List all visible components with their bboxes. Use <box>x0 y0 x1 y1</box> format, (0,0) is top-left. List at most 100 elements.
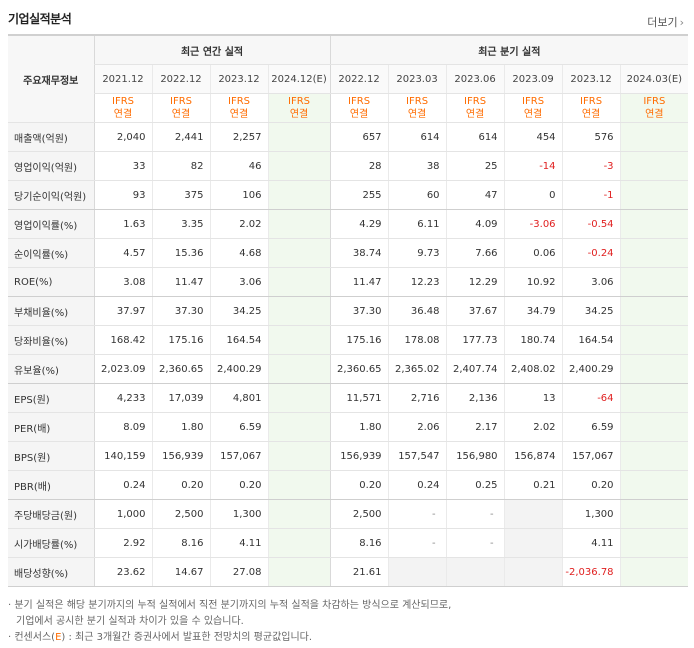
table-cell <box>267 209 331 239</box>
table-cell: 3.35 <box>151 209 210 239</box>
table-cell: 13 <box>503 383 563 413</box>
table-cell: 2,716 <box>387 383 447 413</box>
row-label: 배당성향(%) <box>8 557 94 587</box>
ifrs-label: IFRS 연결 <box>503 93 563 123</box>
table-cell: 37.30 <box>151 296 210 326</box>
table-cell <box>267 499 331 529</box>
row-label: 당좌비율(%) <box>8 325 94 355</box>
table-cell: 4,801 <box>209 383 268 413</box>
financial-table: 주요재무정보 최근 연간 실적 최근 분기 실적 2021.12 2022.12 2… <box>8 34 689 587</box>
table-cell: -0.24 <box>561 238 621 268</box>
table-row: 영업이익(억원) 33 82 46 28 38 25 -14 -3 <box>8 151 689 181</box>
period-header: 2022.12 <box>329 64 389 94</box>
table-cell: 454 <box>503 122 563 152</box>
table-cell: 2,407.74 <box>445 354 505 384</box>
ifrs-label: IFRS 연결 <box>445 93 505 123</box>
table-cell: -2,036.78 <box>561 557 621 587</box>
table-cell: 255 <box>329 180 389 210</box>
table-cell: 2,500 <box>329 499 389 529</box>
table-cell: 21.61 <box>329 557 389 587</box>
table-cell: 60 <box>387 180 447 210</box>
table-cell: 106 <box>209 180 268 210</box>
table-cell: 0.20 <box>329 470 389 500</box>
table-cell: -0.54 <box>561 209 621 239</box>
ifrs-label: IFRS 연결 <box>387 93 447 123</box>
table-cell: 0.06 <box>503 238 563 268</box>
table-cell: 10.92 <box>503 267 563 297</box>
table-cell <box>267 354 331 384</box>
table-cell: 157,067 <box>561 441 621 471</box>
table-cell: 375 <box>151 180 210 210</box>
ifrs-label: IFRS 연결 <box>151 93 210 123</box>
table-cell <box>267 441 331 471</box>
row-label: 영업이익(억원) <box>8 151 94 181</box>
table-cell: 9.73 <box>387 238 447 268</box>
section-title: 기업실적분석 <box>8 12 72 26</box>
table-cell <box>267 557 331 587</box>
table-cell: 3.06 <box>209 267 268 297</box>
row-label: PBR(배) <box>8 470 94 500</box>
ifrs-label: IFRS 연결 <box>329 93 389 123</box>
table-cell: 2,360.65 <box>329 354 389 384</box>
table-cell <box>267 383 331 413</box>
row-label: 주당배당금(원) <box>8 499 94 529</box>
footnotes: · 분기 실적은 해당 분기까지의 누적 실적에서 직전 분기까지의 누적 실적… <box>8 598 451 646</box>
ifrs-label: IFRS 연결 <box>209 93 268 123</box>
row-label: 부채비율(%) <box>8 296 94 326</box>
table-cell: 2,360.65 <box>151 354 210 384</box>
table-row: 유보율(%) 2,023.09 2,360.65 2,400.29 2,360.65 2,… <box>8 354 689 384</box>
period-header: 2024.12(E) <box>267 64 331 94</box>
table-cell: 0.20 <box>561 470 621 500</box>
table-row: PER(배) 8.09 1.80 6.59 1.80 2.06 2.17 2.02 6.59 <box>8 412 689 442</box>
table-cell: - <box>445 528 505 558</box>
table-cell: 6.11 <box>387 209 447 239</box>
row-label: 순이익률(%) <box>8 238 94 268</box>
table-cell: 1.80 <box>329 412 389 442</box>
table-cell: 576 <box>561 122 621 152</box>
table-cell: 156,980 <box>445 441 505 471</box>
table-row: 배당성향(%) 23.62 14.67 27.08 21.61 -2,036.78 <box>8 557 689 587</box>
chevron-right-icon: › <box>679 16 684 29</box>
table-cell: 4,233 <box>93 383 152 413</box>
table-row: EPS(원) 4,233 17,039 4,801 11,571 2,716 2,136 13… <box>8 383 689 413</box>
table-cell <box>619 412 689 442</box>
table-cell <box>503 557 563 587</box>
table-cell <box>619 470 689 500</box>
table-cell: 33 <box>93 151 152 181</box>
table-cell: 23.62 <box>93 557 152 587</box>
table-cell: 0.20 <box>151 470 210 500</box>
table-cell: 2,441 <box>151 122 210 152</box>
table-cell <box>503 499 563 529</box>
table-cell <box>267 412 331 442</box>
table-cell: 28 <box>329 151 389 181</box>
table-cell: 2.92 <box>93 528 152 558</box>
table-cell: 2,400.29 <box>209 354 268 384</box>
table-cell: 0.25 <box>445 470 505 500</box>
table-cell: 37.67 <box>445 296 505 326</box>
table-cell: 2.02 <box>209 209 268 239</box>
table-cell <box>267 238 331 268</box>
table-cell: 0.24 <box>387 470 447 500</box>
table-cell: 3.06 <box>561 267 621 297</box>
table-cell: 614 <box>387 122 447 152</box>
table-cell <box>619 296 689 326</box>
table-cell: 27.08 <box>209 557 268 587</box>
table-cell <box>619 499 689 529</box>
table-cell: 8.16 <box>151 528 210 558</box>
table-row: 시가배당률(%) 2.92 8.16 4.11 8.16- -4.11 <box>8 528 689 558</box>
row-label: BPS(원) <box>8 441 94 471</box>
table-cell: 8.16 <box>329 528 389 558</box>
note-line-2: 기업에서 공시한 분기 실적과 차이가 있을 수 있습니다. <box>16 616 244 627</box>
table-cell: 2,136 <box>445 383 505 413</box>
table-row: 당좌비율(%) 168.42 175.16 164.54 175.16 178.08 177… <box>8 325 689 355</box>
table-cell: 178.08 <box>387 325 447 355</box>
table-cell: 180.74 <box>503 325 563 355</box>
table-cell: -14 <box>503 151 563 181</box>
table-cell: 157,547 <box>387 441 447 471</box>
period-header: 2024.03(E) <box>619 64 689 94</box>
more-link[interactable]: 더보기 › <box>647 14 684 30</box>
table-cell: -3 <box>561 151 621 181</box>
table-cell <box>267 267 331 297</box>
ifrs-label: IFRS 연결 <box>93 93 152 123</box>
table-cell <box>619 383 689 413</box>
